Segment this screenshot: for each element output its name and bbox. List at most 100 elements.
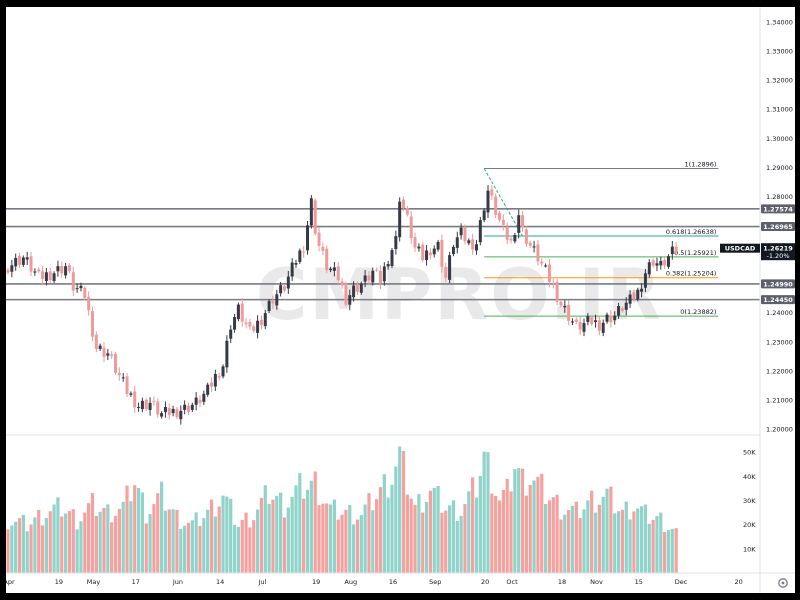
fibonacci-retracement[interactable]: 1(1.2896) 0.618(1.26638) 0.5(1.25921) 0.382…: [483, 161, 719, 317]
volume-bar: [179, 528, 183, 573]
volume-bar: [428, 490, 432, 573]
candles: [6, 185, 678, 425]
candle-body: [505, 226, 509, 240]
candle-body: [48, 271, 52, 281]
candle-body: [286, 276, 290, 289]
candle-body: [355, 284, 359, 292]
volume-bar: [490, 493, 494, 573]
candle-body: [298, 250, 302, 262]
volume-bar: [79, 521, 83, 573]
candle-body: [236, 304, 240, 320]
time-tick-label: 20: [481, 578, 489, 586]
candle-body: [321, 246, 325, 251]
volume-bar: [113, 515, 118, 573]
candle-body: [590, 317, 594, 325]
volume-bar: [302, 498, 306, 573]
volume-bar: [478, 476, 482, 573]
candle-body: [340, 281, 344, 286]
candle-body: [52, 273, 56, 282]
candle-body: [494, 196, 498, 215]
candle-body: [29, 256, 33, 272]
candle-body: [551, 282, 555, 284]
volume-bar: [110, 522, 114, 573]
candle-body: [463, 227, 467, 242]
candle-body: [217, 376, 221, 378]
volume-bar: [71, 509, 75, 573]
candle-body: [555, 281, 559, 302]
volume-bar: [394, 466, 398, 573]
time-axis[interactable]: Apr 19 May 17 Jun 14 Jul 19 Aug 16 Sep 20 Oct 18 Nov 15…: [3, 578, 743, 586]
time-tick-label: Sep: [429, 578, 441, 586]
price-tag: [761, 222, 795, 232]
candle-body: [282, 286, 286, 291]
price-tick-label: 1.24000: [766, 309, 793, 317]
fib-trendline: [483, 168, 523, 237]
candle-body: [240, 303, 244, 322]
volume-bar: [643, 504, 648, 573]
candle-body: [390, 250, 394, 267]
volume-bar: [206, 509, 210, 573]
volume-bar: [121, 501, 125, 573]
candle-body: [79, 285, 83, 289]
candle-body: [643, 273, 647, 288]
fib-label-0.618: 0.618(1.26638): [666, 228, 717, 236]
volume-bar: [616, 511, 621, 573]
time-tick-label: Nov: [590, 578, 603, 586]
volume-bar: [540, 473, 544, 573]
candle-body: [402, 199, 406, 209]
volume-bar: [252, 520, 256, 573]
volume-bar: [624, 501, 628, 573]
time-tick-label: Aug: [344, 578, 357, 586]
volume-bar: [313, 471, 317, 573]
time-tick-label: 19: [312, 578, 320, 586]
candle-body: [440, 239, 444, 268]
candle-body: [482, 210, 486, 221]
candle-body: [597, 320, 601, 331]
volume-axis: 50K 40K 30K 20K 10K: [743, 449, 756, 554]
candle-body: [601, 322, 605, 333]
candle-body: [229, 329, 233, 339]
candle-body: [202, 393, 206, 402]
candle-body: [620, 308, 624, 311]
candle-body: [540, 261, 544, 264]
candle-body: [486, 190, 490, 213]
price-tick-label: 1.29000: [766, 164, 793, 172]
volume-bar: [640, 506, 644, 573]
volume-bar: [98, 511, 102, 573]
volume-bar: [486, 452, 490, 573]
volume-bar: [409, 498, 413, 573]
volume-bar: [156, 493, 160, 573]
volume-bar: [451, 500, 456, 573]
volume-bar: [605, 488, 609, 573]
candle-body: [378, 270, 382, 284]
candle-body: [651, 260, 655, 266]
time-tick-label: 14: [216, 578, 224, 586]
volume-tick-label: 30K: [743, 497, 756, 505]
volume-bar: [421, 512, 425, 573]
volume-bar: [244, 512, 248, 573]
price-tags: 1.27574 1.26965 1.24990 1.24450 USDCAD 1.2621…: [720, 204, 795, 305]
candle-body: [60, 266, 64, 274]
candle-body: [524, 229, 528, 244]
candle-body: [121, 377, 125, 379]
volume-bar: [363, 504, 367, 573]
price-tick-label: 1.21000: [766, 396, 793, 404]
candle-body: [559, 301, 563, 306]
price-axis[interactable]: 1.34000 1.33000 1.32000 1.31000 1.30000 1.290…: [766, 19, 793, 434]
candle-body: [279, 285, 283, 294]
price-tag: [761, 204, 795, 214]
volume-bar: [390, 484, 394, 573]
candle-body: [394, 236, 398, 250]
candle-body: [375, 269, 379, 271]
candle-body: [594, 320, 598, 323]
volume-bar: [256, 509, 260, 573]
volume-bar: [663, 531, 667, 573]
volume-bar: [348, 505, 352, 573]
candle-body: [83, 287, 87, 298]
candle-body: [352, 285, 356, 298]
candle-body: [248, 321, 252, 327]
volume-bar: [152, 504, 156, 573]
usdcad-chart[interactable]: CMPRO.IR 1(1.2896) 0.618(1.26638) 0.5(1.25…: [3, 7, 795, 593]
settings-gear-icon[interactable]: [778, 578, 788, 588]
candle-body: [171, 408, 175, 414]
